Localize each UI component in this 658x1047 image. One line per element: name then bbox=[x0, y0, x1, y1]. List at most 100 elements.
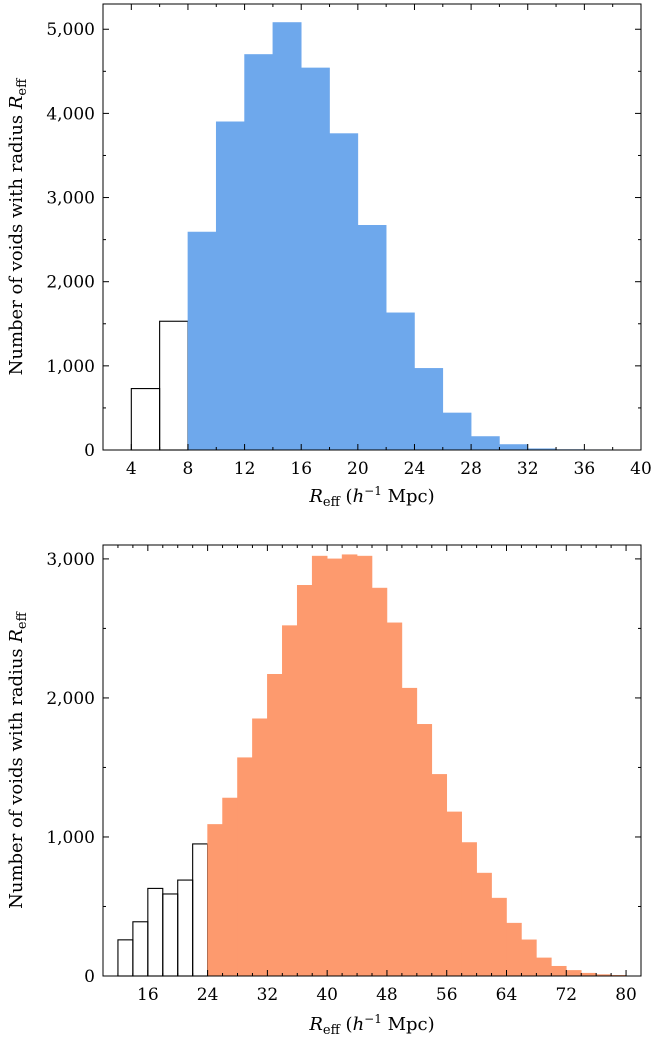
histogram-bar bbox=[401, 687, 418, 977]
x-tick-label: 12 bbox=[234, 459, 256, 479]
histogram-bar bbox=[356, 555, 373, 977]
y-axis: 0 1,000 2,000 3,000 4,000 5,000 bbox=[46, 20, 641, 461]
histogram-bar bbox=[326, 558, 343, 977]
x-tick-label: 28 bbox=[460, 459, 482, 479]
x-axis-title-unit-var: h bbox=[353, 1014, 365, 1035]
x-axis-title-var: R bbox=[308, 486, 323, 507]
histogram-panel-top: 4 8 12 16 20 24 28 32 36 40 0 1,000 2,000 3,000 4,000 5… bbox=[6, 3, 652, 510]
x-axis-title: Reff (h−1 Mpc) bbox=[308, 1012, 434, 1038]
x-tick-label: 8 bbox=[183, 459, 194, 479]
histogram-bar bbox=[414, 368, 444, 451]
series-unfilled bbox=[130, 320, 189, 451]
x-axis: 4 8 12 16 20 24 28 32 36 40 bbox=[102, 4, 652, 479]
histogram-bar bbox=[147, 887, 164, 977]
x-tick-label: 48 bbox=[376, 985, 398, 1005]
histogram-bar bbox=[536, 957, 552, 977]
x-tick-label: 72 bbox=[555, 985, 577, 1005]
histogram-bar bbox=[385, 312, 415, 451]
x-axis-title-sub: eff bbox=[323, 495, 342, 510]
histogram-bar bbox=[386, 622, 403, 977]
histogram-bar bbox=[371, 587, 388, 977]
x-tick-label: 32 bbox=[257, 985, 279, 1005]
x-axis-title-var: R bbox=[308, 1014, 323, 1035]
histogram-bar bbox=[506, 922, 522, 977]
y-axis: 0 1,000 2,000 3,000 bbox=[46, 550, 641, 987]
x-axis: 16 24 32 40 48 56 64 72 80 bbox=[102, 545, 642, 1005]
histogram-bar bbox=[215, 121, 245, 451]
y-tick-label: 2,000 bbox=[46, 689, 95, 709]
histogram-bar bbox=[565, 970, 582, 977]
histogram-bar bbox=[132, 921, 149, 977]
histogram-bar bbox=[282, 625, 298, 977]
histogram-bar bbox=[177, 879, 194, 977]
plot-frame bbox=[102, 3, 642, 451]
y-tick-label: 1,000 bbox=[46, 357, 95, 377]
y-tick-label: 4,000 bbox=[46, 104, 95, 124]
histogram-bar bbox=[244, 54, 274, 451]
y-axis-title-var: R bbox=[6, 96, 27, 111]
x-axis-title-open: ( bbox=[340, 1014, 353, 1035]
histogram-bar bbox=[300, 67, 330, 451]
histogram-bar bbox=[476, 872, 492, 977]
y-tick-label: 0 bbox=[84, 441, 95, 461]
x-tick-label: 40 bbox=[630, 459, 652, 479]
histogram-bar bbox=[162, 893, 179, 977]
x-axis-title: Reff (h−1 Mpc) bbox=[308, 484, 434, 510]
histogram-bar bbox=[357, 225, 387, 451]
histogram-bar bbox=[416, 724, 433, 977]
histogram-bar bbox=[117, 939, 134, 977]
y-tick-label: 1,000 bbox=[46, 828, 95, 848]
y-axis-title-sub: eff bbox=[15, 610, 30, 629]
y-tick-label: 5,000 bbox=[46, 20, 95, 40]
histogram-bar bbox=[296, 585, 313, 977]
y-axis-title: Number of voids with radius Reff bbox=[6, 610, 30, 909]
histogram-bar bbox=[442, 412, 472, 451]
x-tick-label: 20 bbox=[347, 459, 369, 479]
histogram-bar bbox=[491, 897, 507, 977]
histogram-bar bbox=[192, 843, 209, 977]
y-tick-label: 3,000 bbox=[46, 550, 95, 570]
histogram-bar bbox=[252, 718, 268, 977]
series-filled bbox=[187, 22, 613, 451]
x-axis-title-unit-var: h bbox=[353, 486, 365, 507]
x-axis-title-open: ( bbox=[340, 486, 353, 507]
x-tick-label: 56 bbox=[436, 985, 458, 1005]
histogram-bar bbox=[207, 824, 223, 977]
x-axis-title-sub: eff bbox=[323, 1023, 342, 1038]
x-tick-label: 80 bbox=[615, 985, 637, 1005]
histogram-bar bbox=[499, 444, 529, 451]
y-tick-label: 2,000 bbox=[46, 273, 95, 293]
x-tick-label: 40 bbox=[316, 985, 338, 1005]
histogram-bar bbox=[311, 555, 328, 977]
histogram-bar bbox=[461, 842, 477, 977]
x-tick-label: 32 bbox=[517, 459, 539, 479]
x-tick-label: 36 bbox=[574, 459, 596, 479]
x-tick-label: 24 bbox=[404, 459, 426, 479]
y-axis-title-sub: eff bbox=[15, 77, 30, 96]
y-tick-label: 3,000 bbox=[46, 189, 95, 209]
y-axis-title-text: Number of voids with radius bbox=[6, 643, 27, 909]
histogram-bar bbox=[130, 388, 161, 451]
y-tick-label: 0 bbox=[84, 967, 95, 987]
histogram-bar bbox=[267, 673, 283, 977]
histogram-bar bbox=[521, 939, 537, 977]
x-axis-title-exp: −1 bbox=[364, 1012, 382, 1026]
series-filled bbox=[207, 554, 627, 977]
histogram-bar bbox=[272, 22, 302, 451]
x-tick-label: 16 bbox=[290, 459, 312, 479]
y-axis-title-var: R bbox=[6, 629, 27, 644]
x-axis-title-exp: −1 bbox=[364, 484, 382, 498]
x-tick-label: 16 bbox=[137, 985, 159, 1005]
series-unfilled bbox=[117, 843, 209, 977]
x-tick-label: 64 bbox=[496, 985, 518, 1005]
x-tick-label: 4 bbox=[126, 459, 137, 479]
histogram-bar bbox=[551, 965, 567, 977]
histogram-panel-bottom: 16 24 32 40 48 56 64 72 80 0 1,000 2,000 3,000 Reff (… bbox=[6, 544, 642, 1038]
histogram-bar bbox=[159, 320, 189, 451]
x-axis-title-close: Mpc) bbox=[382, 486, 435, 507]
y-axis-title: Number of voids with radius Reff bbox=[6, 77, 30, 376]
histogram-bar bbox=[431, 774, 448, 977]
histogram-bar bbox=[446, 811, 462, 977]
histogram-bar bbox=[222, 797, 238, 977]
